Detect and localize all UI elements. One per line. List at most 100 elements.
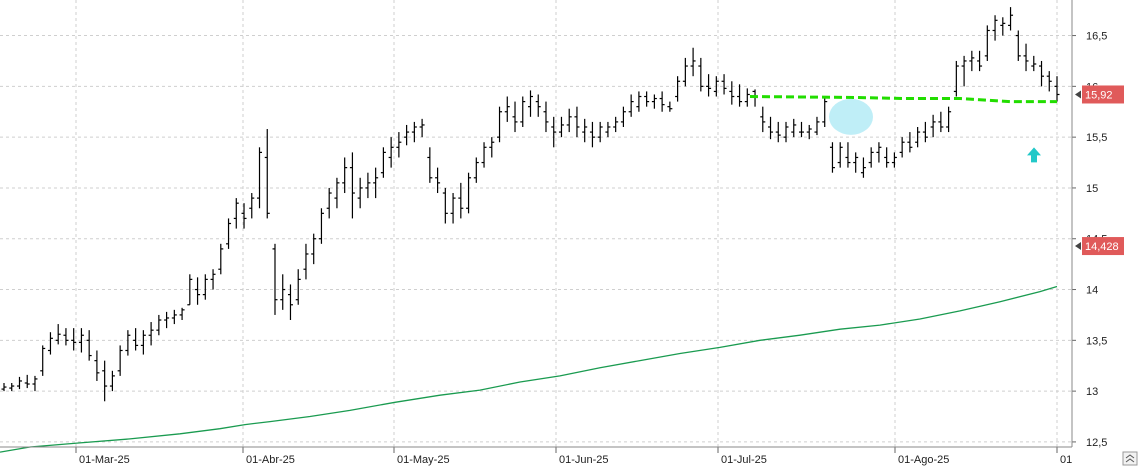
ohlc-bar bbox=[388, 137, 394, 168]
ohlc-bar bbox=[249, 193, 255, 219]
ohlc-bar bbox=[156, 314, 162, 336]
ohlc-bar bbox=[86, 330, 92, 361]
last-price-tag-pointer bbox=[1075, 90, 1081, 99]
ohlc-bar bbox=[380, 147, 386, 178]
ohlc-bar bbox=[1039, 60, 1045, 87]
ohlc-bar bbox=[497, 106, 503, 143]
ohlc-bar bbox=[357, 177, 363, 209]
ohlc-bar bbox=[558, 116, 564, 138]
moving-average-series bbox=[0, 285, 1058, 453]
ohlc-bar bbox=[78, 328, 84, 353]
trendline-dashed bbox=[749, 95, 1057, 104]
ohlc-bar bbox=[1015, 30, 1021, 61]
ohlc-bar bbox=[589, 121, 595, 148]
last-price-tag-box bbox=[1082, 85, 1124, 104]
chevron-icon bbox=[1125, 454, 1135, 463]
ohlc-bar bbox=[272, 243, 278, 315]
ohlc-bar bbox=[264, 129, 270, 219]
x-tick-label: 01 bbox=[1060, 454, 1072, 466]
ohlc-bar bbox=[977, 50, 983, 72]
ohlc-bar bbox=[628, 94, 634, 117]
ohlc-bar bbox=[435, 167, 441, 194]
ohlc-bar bbox=[55, 324, 61, 345]
x-tick-label: 01-Mar-25 bbox=[79, 454, 130, 466]
ohlc-bar bbox=[636, 91, 642, 112]
ohlc-bar bbox=[396, 132, 402, 158]
ohlc-bar bbox=[597, 121, 603, 143]
ohlc-bar bbox=[442, 187, 448, 224]
last-price-tag-label: 15,92 bbox=[1085, 89, 1113, 101]
ohlc-bar bbox=[287, 284, 293, 321]
ohlc-bar bbox=[411, 121, 417, 143]
ohlc-bar bbox=[798, 121, 804, 138]
ohlc-bar bbox=[419, 118, 425, 138]
ohlc-bar bbox=[489, 137, 495, 158]
ohlc-bar bbox=[9, 382, 15, 392]
ohlc-bar bbox=[109, 370, 115, 392]
ohlc-bar bbox=[481, 142, 487, 168]
ohlc-bar bbox=[303, 243, 309, 280]
ohlc-bar bbox=[233, 198, 239, 229]
y-tick-label: 13 bbox=[1086, 386, 1098, 398]
ohlc-bar bbox=[613, 116, 619, 133]
ohlc-bar bbox=[946, 106, 952, 133]
ohlc-bar bbox=[682, 57, 688, 87]
ohlc-bar bbox=[466, 172, 472, 214]
ohlc-bar bbox=[992, 15, 998, 41]
y-tick-label: 12,5 bbox=[1086, 437, 1107, 449]
ohlc-bar bbox=[605, 121, 611, 138]
ohlc-bar bbox=[837, 142, 843, 168]
ohlc-bar bbox=[140, 330, 146, 355]
x-tick-label: 01-Ago-25 bbox=[898, 454, 949, 466]
ohlc-bar bbox=[984, 25, 990, 61]
ohlc-bar bbox=[187, 274, 193, 306]
ohlc-bar bbox=[71, 328, 77, 351]
ohlc-bar bbox=[427, 147, 433, 183]
ohlc-bar bbox=[783, 121, 789, 143]
ohlc-bar bbox=[512, 101, 518, 133]
ohlc-bar bbox=[528, 90, 533, 117]
ohlc-bar bbox=[829, 142, 835, 173]
ohlc-bar bbox=[164, 311, 170, 329]
ohlc-bar bbox=[729, 81, 735, 105]
ohlc-bar bbox=[450, 193, 456, 224]
ohlc-bar bbox=[295, 269, 301, 305]
ohlc-bar bbox=[458, 182, 464, 219]
ohlc-bar bbox=[404, 124, 410, 146]
ohlc-bar bbox=[814, 116, 820, 136]
ohlc-bar bbox=[318, 208, 324, 244]
ohlc-bar bbox=[876, 142, 882, 163]
ohlc-bar bbox=[241, 203, 247, 229]
ohlc-bar bbox=[1, 382, 7, 392]
ohlc-bar bbox=[226, 218, 232, 249]
ohlc-bar bbox=[280, 274, 286, 310]
ohlc-bar bbox=[1046, 71, 1052, 92]
ohlc-bar bbox=[202, 274, 208, 300]
highlight-circle bbox=[829, 98, 873, 135]
ohlc-bar bbox=[713, 76, 719, 97]
moving-average-tag-pointer bbox=[1075, 242, 1081, 251]
y-tick-label: 15,5 bbox=[1086, 132, 1107, 144]
ohlc-bar bbox=[210, 269, 216, 290]
x-tick-label: 01-May-25 bbox=[397, 454, 450, 466]
ohlc-bar bbox=[899, 137, 905, 158]
ohlc-bar bbox=[922, 121, 928, 143]
ohlc-bar bbox=[760, 106, 766, 133]
ohlc-bar bbox=[195, 277, 201, 305]
gridlines bbox=[0, 0, 1072, 447]
ohlc-bar bbox=[63, 328, 69, 346]
ohlc-bar bbox=[218, 243, 224, 275]
ohlc-bar bbox=[822, 96, 828, 127]
ohlc-bar bbox=[504, 96, 510, 122]
ohlc-bar bbox=[698, 57, 704, 92]
ohlc-bar bbox=[257, 147, 263, 209]
ohlc-bar bbox=[930, 114, 936, 138]
ohlc-bar bbox=[535, 94, 541, 117]
x-tick-label: 01-Abr-25 bbox=[246, 454, 295, 466]
ohlc-bar bbox=[373, 167, 379, 199]
annotations bbox=[749, 95, 1057, 163]
ohlc-bar bbox=[768, 116, 774, 140]
ohlc-bar bbox=[32, 375, 38, 392]
ohlc-bar bbox=[721, 74, 727, 95]
